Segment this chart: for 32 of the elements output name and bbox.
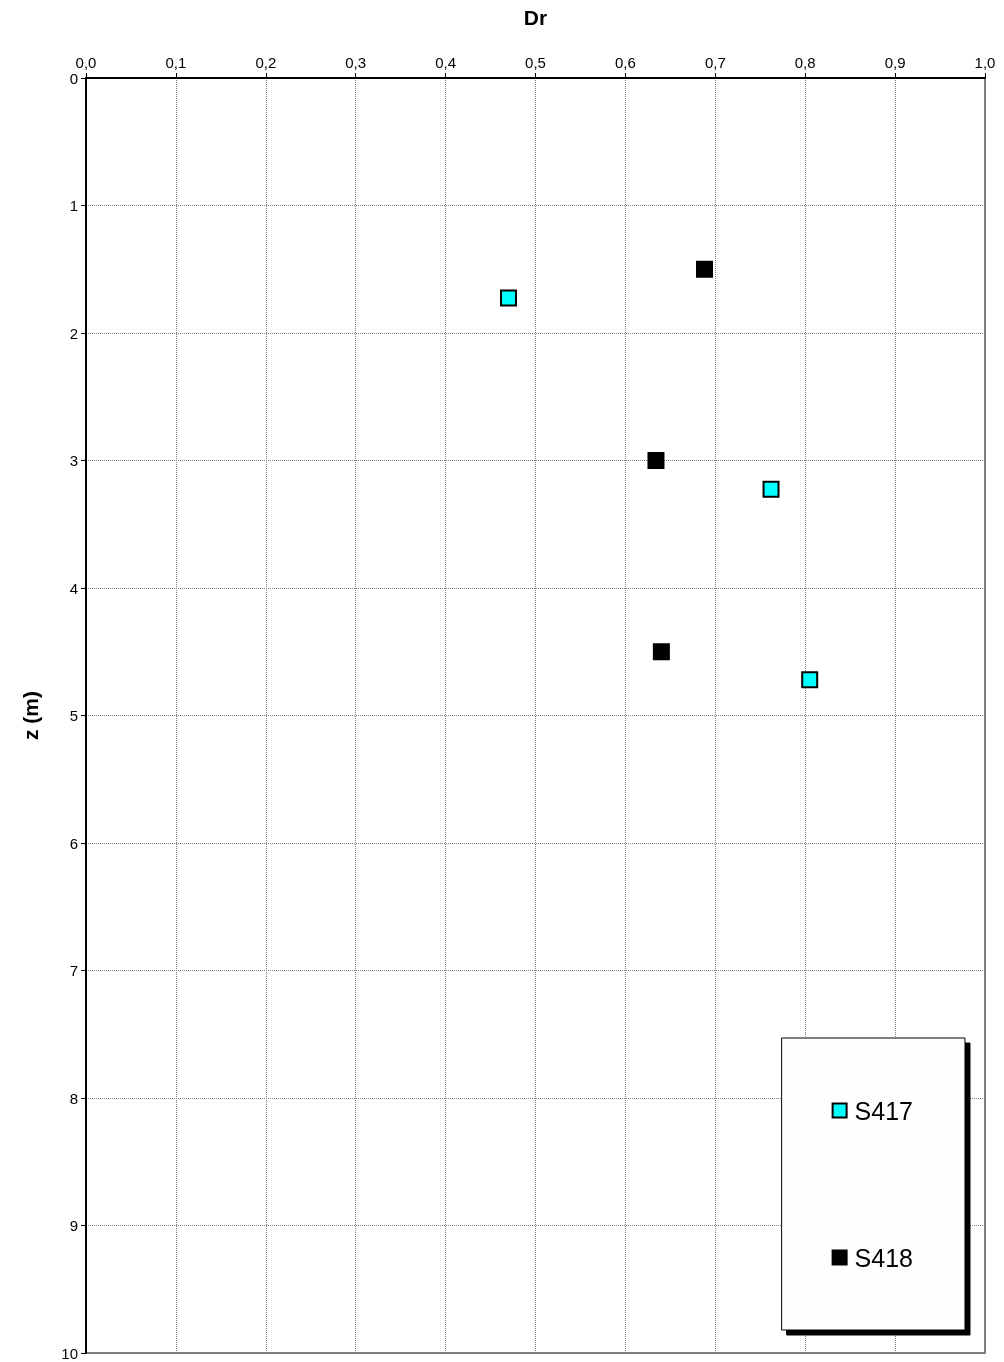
point [762,480,780,498]
point [647,452,665,469]
legend-label: S418 [854,1243,913,1272]
y-tick-label: 8 [69,1089,78,1107]
x-tick-label: 0,2 [255,54,277,71]
x-tick-label: 0,1 [165,54,187,71]
y-tick-label: 4 [69,579,78,597]
y-axis-title: z (m) [19,691,42,740]
x-tick-label: 0,5 [525,54,546,71]
point [500,289,518,307]
point [801,671,819,689]
x-axis-title: Dr [523,6,548,29]
legend-label: S417 [854,1096,913,1125]
x-tick-label: 0,0 [75,54,97,71]
y-tick-label: 1 [69,197,78,214]
x-tick-label: 1,0 [974,54,996,71]
point [696,260,714,278]
y-tick-label: 7 [69,962,78,979]
y-tick-label: 5 [69,707,78,724]
x-tick-label: 0,6 [614,54,636,71]
y-tick-label: 3 [69,452,78,469]
y-tick-label: 9 [69,1217,78,1234]
x-tick-label: 0,7 [704,54,726,71]
x-tick-label: 0,3 [345,54,367,71]
y-tick-label: 0 [69,69,78,87]
x-tick-label: 0,4 [435,54,457,71]
y-tick-label: 6 [69,834,78,852]
x-tick-label: 0,8 [794,54,816,71]
y-tick-label: 2 [69,324,78,342]
y-tick-label: 10 [61,1344,78,1362]
x-tick-label: 0,9 [884,54,906,71]
point [652,643,670,661]
